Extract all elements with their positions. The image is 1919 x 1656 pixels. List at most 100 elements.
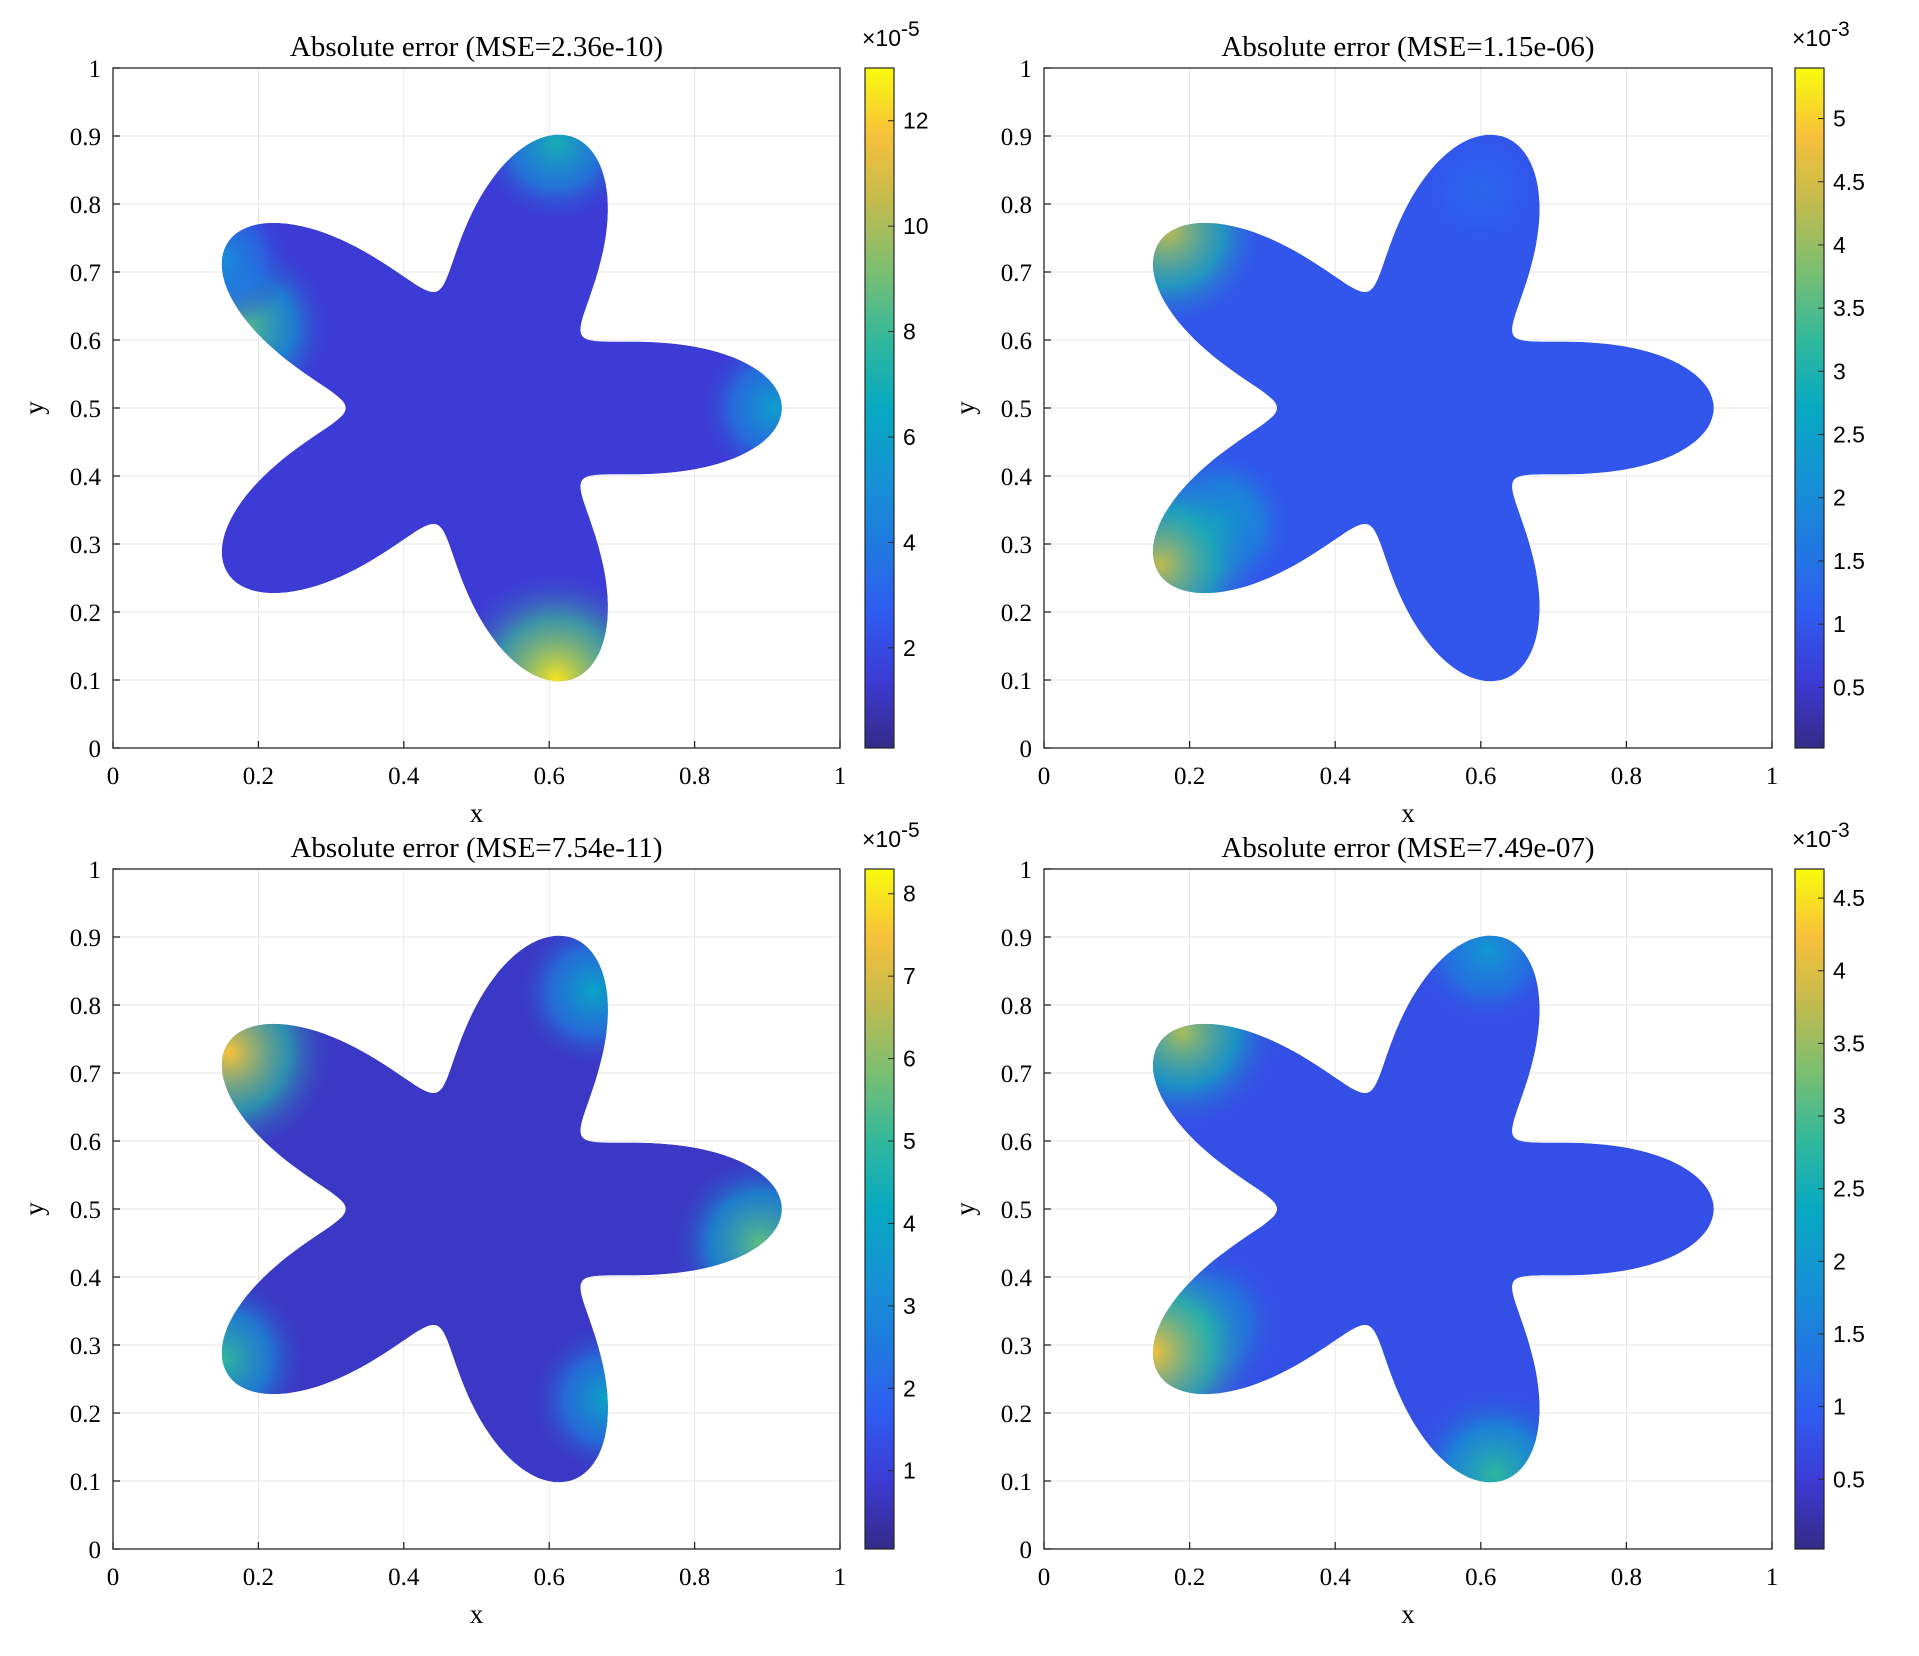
x-tick-label: 0.6	[1465, 1564, 1496, 1591]
y-axis-label: y	[19, 401, 49, 415]
error-hotspot	[1408, 1387, 1582, 1483]
x-axis-label: x	[470, 798, 484, 828]
y-tick-label: 0.8	[1001, 993, 1032, 1020]
x-tick-label: 0	[107, 1564, 120, 1591]
colorbar-multiplier: ×10-5	[862, 18, 920, 51]
x-tick-label: 0	[1038, 1564, 1051, 1591]
chart-panel-2: 0 0.2 0.4 0.6 0.8 1 0 0.1 0.2 0.3 0.4 0.5 0.6 0.7 0.8 0…	[950, 18, 1865, 828]
x-tick-label: 0.2	[1174, 1564, 1205, 1591]
y-tick-label: 1	[1020, 56, 1033, 83]
colorbar-tick-label: 3	[1833, 1103, 1846, 1129]
chart-panel-1: 0 0.2 0.4 0.6 0.8 100.10.20.30.40.50.60.70.80…	[19, 18, 929, 828]
y-tick-label: 1	[89, 56, 102, 83]
error-field	[1152, 935, 1714, 1483]
colorbar-multiplier: ×10-3	[1792, 18, 1850, 51]
y-tick-label: 0.9	[70, 925, 101, 952]
x-tick-label: 0.4	[388, 1564, 420, 1591]
y-tick-label: 0.1	[70, 668, 101, 695]
y-tick-label: 0	[89, 736, 102, 763]
colorbar-tick-label: 6	[903, 424, 916, 450]
colorbar-tick-label: 4	[903, 529, 916, 555]
x-tick-label: 0.8	[679, 1564, 710, 1591]
colorbar-tick-label: 5	[1833, 106, 1846, 132]
y-tick-label: 0.1	[1001, 1469, 1032, 1496]
colorbar: 2 4 6 8 10 12 ×10-5	[862, 18, 929, 749]
colorbar-tick-label: 2	[903, 1375, 916, 1401]
y-tick-label: 0.3	[1001, 1333, 1032, 1360]
x-tick-label: 0.2	[243, 1564, 274, 1591]
colorbar: 0.5 1 1.5 2 2.5 3 3.5 4 4.5 5 ×10-3	[1792, 18, 1865, 749]
y-tick-label: 0	[1020, 736, 1033, 763]
y-tick-label: 0.9	[70, 124, 101, 151]
error-hotspot	[668, 1151, 782, 1335]
x-tick-label: 0.4	[388, 763, 420, 790]
chart-title: Absolute error (MSE=7.54e-11)	[290, 832, 662, 864]
y-tick-label: 0.4	[70, 1265, 102, 1292]
error-hotspot	[697, 330, 782, 486]
colorbar-tick-label: 3	[1833, 358, 1846, 384]
colorbar-gradient	[1794, 67, 1825, 749]
y-tick-label: 0.7	[70, 1061, 101, 1088]
colorbar: 1 2 3 4 5 6 7 8 ×10-5	[862, 819, 920, 1550]
colorbar-tick-label: 2.5	[1833, 422, 1865, 448]
y-tick-label: 0.3	[70, 532, 101, 559]
y-tick-label: 0.6	[70, 328, 101, 355]
error-hotspot	[221, 1271, 310, 1446]
y-axis-label: y	[950, 1202, 980, 1216]
y-tick-label: 0	[1020, 1537, 1033, 1564]
x-tick-label: 0.2	[243, 763, 274, 790]
chart-panel-4: 0 0.2 0.4 0.6 0.8 1 0 0.1 0.2 0.3 0.4 0.5 0.6 0.7 0.8 0…	[950, 819, 1865, 1629]
colorbar: 0.5 1 1.5 2 2.5 3 3.5 4 4.5 ×10-3	[1792, 819, 1865, 1550]
error-hotspot	[1152, 463, 1262, 666]
error-hotspot	[221, 186, 294, 330]
error-hotspot	[221, 944, 338, 1161]
x-tick-label: 1	[834, 763, 847, 790]
error-hotspot	[1152, 935, 1281, 1131]
colorbar-tick-label: 12	[903, 108, 929, 134]
colorbar-tick-label: 1	[903, 1458, 916, 1484]
colorbar-tick-label: 8	[903, 319, 916, 345]
y-tick-label: 0.4	[70, 464, 102, 491]
colorbar-tick-label: 6	[903, 1046, 916, 1072]
colorbar-tick-label: 2	[1833, 485, 1846, 511]
y-tick-label: 0.8	[70, 192, 101, 219]
error-field	[221, 134, 782, 682]
colorbar-tick-label: 1.5	[1833, 1321, 1865, 1347]
colorbar-tick-label: 8	[903, 881, 916, 907]
chart-title: Absolute error (MSE=1.15e-06)	[1221, 31, 1594, 63]
x-tick-label: 0	[1038, 763, 1051, 790]
y-tick-label: 0.8	[1001, 192, 1032, 219]
x-tick-label: 0.4	[1320, 763, 1352, 790]
y-tick-label: 0.6	[1001, 1129, 1032, 1156]
colorbar-tick-label: 10	[903, 213, 929, 239]
colorbar-multiplier: ×10-3	[1792, 819, 1850, 852]
x-tick-label: 0.6	[534, 763, 565, 790]
error-hotspot	[1413, 935, 1563, 1026]
x-tick-label: 1	[1766, 1564, 1779, 1591]
y-tick-label: 0.1	[70, 1469, 101, 1496]
error-field-base	[221, 935, 782, 1483]
y-tick-label: 0.2	[70, 600, 101, 627]
error-field	[221, 935, 782, 1483]
x-tick-label: 0.2	[1174, 763, 1205, 790]
y-tick-label: 0.5	[1001, 396, 1032, 423]
x-tick-label: 0.8	[679, 763, 710, 790]
colorbar-gradient	[864, 67, 895, 749]
y-axis-label: y	[950, 401, 980, 415]
x-tick-label: 1	[834, 1564, 847, 1591]
colorbar-tick-label: 4	[903, 1210, 916, 1236]
x-axis-label: x	[1401, 798, 1415, 828]
colorbar-tick-label: 0.5	[1833, 1466, 1865, 1492]
x-tick-label: 0.6	[1465, 763, 1496, 790]
colorbar-tick-label: 3.5	[1833, 1030, 1865, 1056]
y-tick-label: 0.8	[70, 993, 101, 1020]
error-hotspot	[1152, 134, 1269, 332]
y-tick-label: 1	[89, 857, 102, 884]
y-tick-label: 0.2	[1001, 1401, 1032, 1428]
error-hotspot	[474, 134, 639, 226]
y-tick-label: 0.5	[70, 396, 101, 423]
x-axis-label: x	[1401, 1599, 1415, 1629]
colorbar-multiplier: ×10-5	[862, 819, 920, 852]
y-tick-label: 0.2	[70, 1401, 101, 1428]
x-tick-label: 0.8	[1611, 1564, 1642, 1591]
